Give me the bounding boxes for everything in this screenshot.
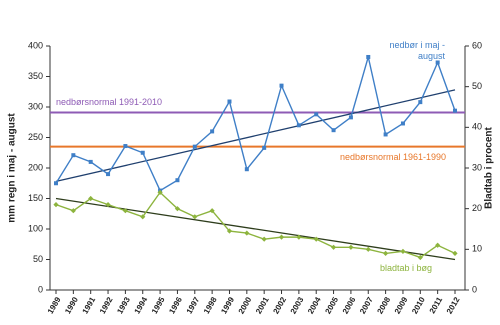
point	[435, 60, 440, 65]
point	[279, 83, 284, 88]
y-tick-label: 400	[28, 40, 43, 50]
y-tick-label: 150	[28, 193, 43, 203]
x-tick-label: 2010	[410, 295, 427, 315]
point	[331, 128, 336, 133]
x-tick-label: 1992	[98, 295, 115, 315]
point	[435, 242, 441, 248]
y2-tick-label: 0	[472, 284, 477, 294]
point	[71, 153, 76, 158]
point	[122, 208, 128, 214]
y2-axis-label: Bladtab i procent	[484, 126, 495, 208]
y2-tick-label: 20	[472, 203, 482, 213]
point	[453, 108, 457, 113]
x-tick-label: 1999	[219, 295, 236, 315]
x-tick-label: 2007	[358, 295, 375, 315]
point	[192, 214, 198, 220]
point	[366, 54, 371, 59]
point	[348, 244, 354, 250]
point	[418, 100, 423, 105]
x-tick-label: 2012	[445, 295, 462, 315]
point	[140, 214, 146, 220]
point	[244, 167, 249, 172]
point	[174, 206, 181, 212]
x-tick-label: 2004	[306, 295, 323, 315]
x-tick-label: 2002	[271, 295, 288, 315]
point	[175, 178, 180, 183]
point	[417, 254, 423, 261]
point	[157, 189, 163, 195]
y-tick-label: 100	[28, 223, 43, 233]
point	[313, 236, 319, 242]
x-tick-label: 2008	[375, 295, 392, 315]
y-tick-label: 200	[28, 162, 43, 172]
point	[278, 234, 285, 240]
point	[365, 246, 371, 252]
series-label: bladtab i bøg	[380, 263, 433, 273]
trend-line	[55, 89, 456, 183]
trend-line	[55, 197, 456, 261]
point	[192, 144, 197, 149]
y2-tick-label: 30	[472, 162, 482, 172]
x-tick-label: 1997	[185, 295, 202, 315]
y2-tick-label: 50	[472, 81, 482, 91]
x-tick-label: 2005	[323, 295, 340, 315]
point	[88, 159, 93, 164]
x-tick-label: 1998	[202, 295, 219, 315]
point	[330, 244, 337, 250]
y2-tick-label: 10	[472, 244, 482, 254]
point	[262, 145, 267, 150]
y-tick-label: 0	[38, 284, 43, 294]
point	[261, 236, 267, 242]
point	[348, 115, 353, 120]
point	[383, 250, 389, 256]
point	[296, 234, 302, 240]
x-tick-label: 2001	[254, 295, 271, 315]
series-line	[55, 191, 456, 259]
point	[400, 121, 405, 126]
point	[53, 202, 59, 208]
point	[70, 208, 76, 214]
point	[105, 202, 111, 208]
y-tick-label: 250	[28, 132, 43, 142]
point	[88, 195, 94, 202]
y2-tick-label: 40	[472, 122, 482, 132]
x-tick-label: 1989	[46, 295, 63, 315]
x-tick-label: 2006	[341, 295, 358, 315]
point	[296, 123, 301, 128]
point	[123, 144, 128, 149]
x-tick-label: 1994	[133, 295, 150, 315]
reference-label: nedbørsnormal 1961-1990	[340, 152, 447, 162]
y-axis-label: mm regn i maj - august	[7, 113, 18, 223]
point	[452, 250, 458, 256]
y-tick-label: 350	[28, 71, 43, 81]
point	[140, 150, 145, 155]
x-tick-label: 1991	[81, 295, 98, 315]
y-tick-label: 300	[28, 101, 43, 111]
x-tick-label: 2000	[237, 295, 254, 315]
reference-label: nedbørsnormal 1991-2010	[56, 97, 163, 107]
point	[314, 112, 319, 117]
x-tick-label: 1993	[115, 295, 132, 315]
point	[244, 230, 250, 236]
y2-tick-label: 60	[472, 40, 482, 50]
x-tick-label: 2009	[393, 295, 410, 315]
point	[210, 129, 215, 134]
point	[227, 99, 232, 104]
x-tick-label: 2011	[428, 295, 445, 315]
point	[226, 228, 233, 234]
point	[106, 172, 111, 177]
x-tick-label: 1990	[63, 295, 80, 315]
series-label: nedbør i maj - august	[389, 40, 445, 61]
y-tick-label: 50	[33, 254, 43, 264]
x-tick-label: 1995	[150, 295, 167, 315]
point	[383, 132, 388, 137]
point	[400, 248, 406, 254]
x-tick-label: 1996	[167, 295, 184, 315]
x-tick-label: 2003	[289, 295, 306, 315]
point	[209, 208, 215, 214]
point	[54, 181, 58, 186]
series-line	[55, 56, 456, 192]
